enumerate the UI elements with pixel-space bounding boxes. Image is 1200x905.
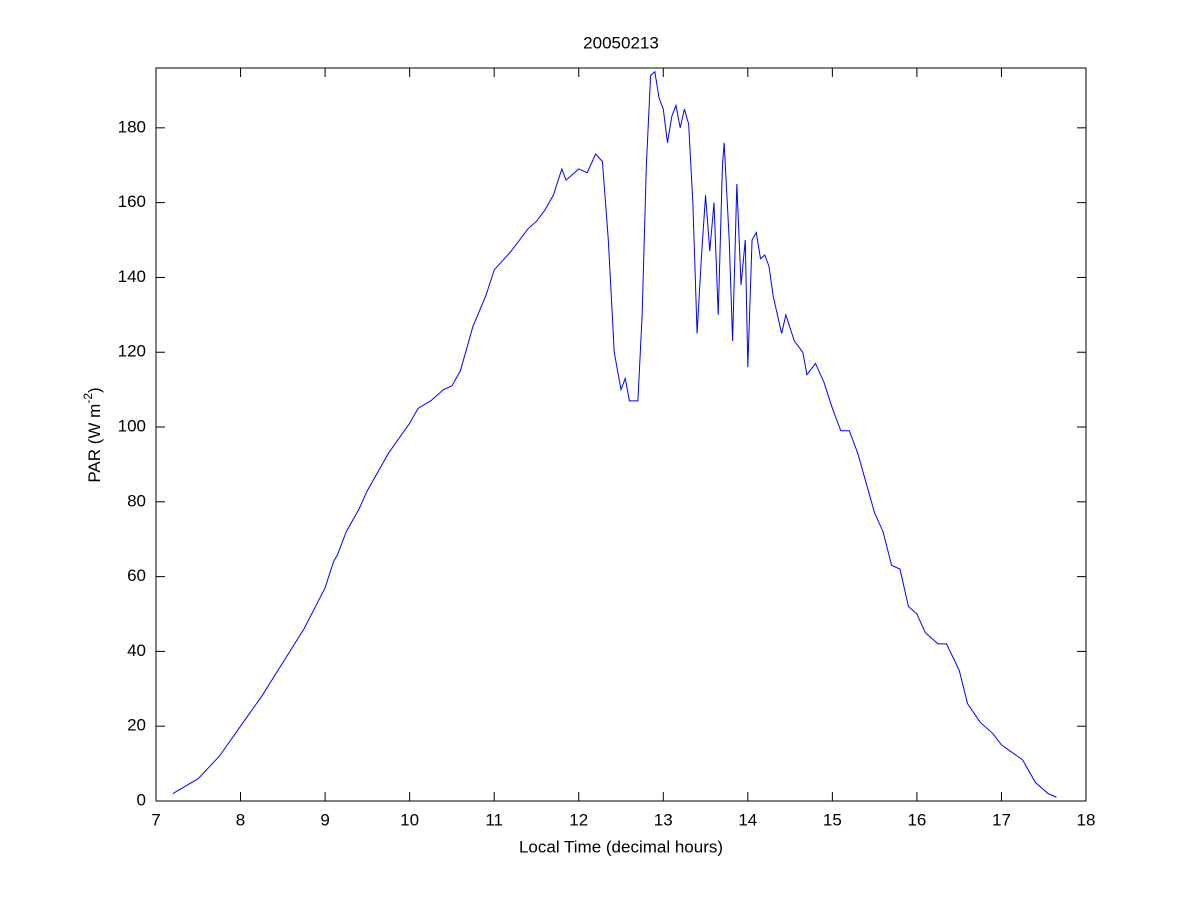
data-line: [172, 70, 1057, 798]
x-tick-label: 11: [485, 810, 503, 829]
y-label-end: ): [85, 387, 104, 393]
x-axis-label: Local Time (decimal hours): [519, 837, 723, 856]
y-tick-label: 40: [127, 641, 146, 660]
x-tick-label: 17: [992, 810, 1011, 829]
y-tick-label: 100: [118, 417, 146, 436]
x-tick-label: 7: [151, 810, 160, 829]
x-tick-label: 12: [569, 810, 588, 829]
y-tick-label: 20: [127, 716, 146, 735]
y-label-text: PAR (W m: [85, 404, 104, 483]
y-tick-label: 120: [118, 342, 146, 361]
x-tick-label: 16: [907, 810, 926, 829]
x-tick-label: 15: [823, 810, 842, 829]
y-tick-label: 180: [118, 117, 146, 136]
x-tick-label: 8: [236, 810, 245, 829]
x-tick-label: 18: [1077, 810, 1096, 829]
y-axis-label: PAR (W m-2): [81, 387, 104, 482]
x-tick-label: 13: [654, 810, 673, 829]
chart-title: 20050213: [583, 33, 659, 52]
y-tick-label: 0: [137, 790, 146, 809]
y-label-sup: -2: [81, 393, 95, 404]
x-tick-label: 14: [738, 810, 757, 829]
x-tick-label: 10: [400, 810, 419, 829]
y-tick-label: 80: [127, 491, 146, 510]
y-tick-label: 60: [127, 566, 146, 585]
y-tick-label: 160: [118, 192, 146, 211]
plot-box: [155, 67, 1087, 802]
x-tick-label: 9: [320, 810, 329, 829]
y-tick-label: 140: [118, 267, 146, 286]
